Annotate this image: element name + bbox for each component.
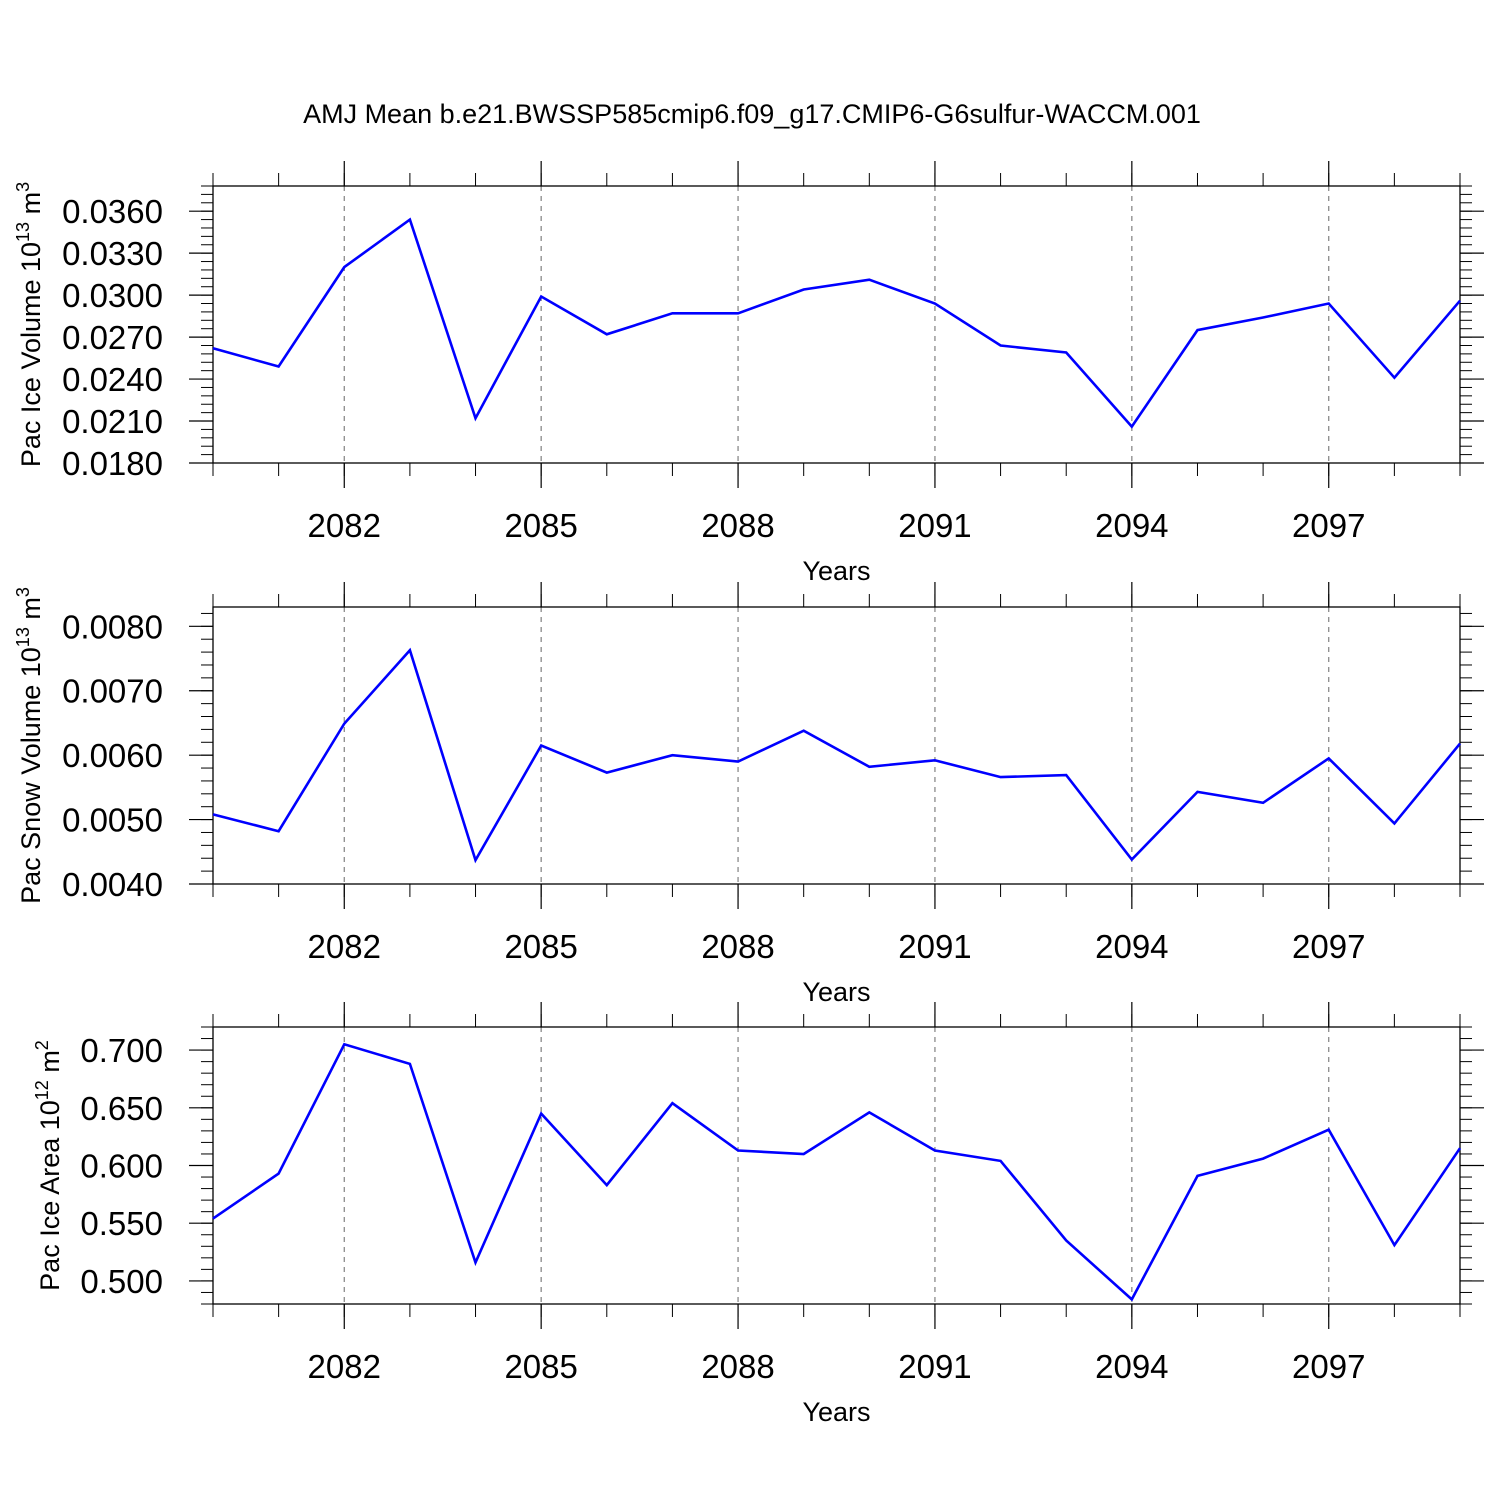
y-axis-label: Pac Ice Volume 1013 m3 [13,182,46,467]
x-tick-label: 2088 [701,928,774,965]
x-axis-label: Years [802,556,870,586]
x-tick-label: 2085 [504,928,577,965]
y-tick-label: 0.500 [80,1263,163,1300]
y-tick-label: 0.0270 [62,319,163,356]
y-tick-label: 0.0180 [62,445,163,482]
x-tick-label: 2091 [898,1348,971,1385]
y-tick-label: 0.550 [80,1205,163,1242]
y-tick-label: 0.0300 [62,277,163,314]
y-tick-label: 0.0210 [62,403,163,440]
y-tick-label: 0.0060 [62,737,163,774]
x-tick-label: 2082 [308,1348,381,1385]
x-axis-label: Years [802,1397,870,1427]
x-tick-label: 2088 [701,1348,774,1385]
x-tick-label: 2094 [1095,928,1168,965]
x-tick-label: 2094 [1095,1348,1168,1385]
y-tick-label: 0.0040 [62,866,163,903]
y-tick-label: 0.0080 [62,608,163,645]
panel-2: 2082 2085 2088 2091 2094 2097 0.0040 0.0050 0.00… [13,582,1484,1007]
chart-title: AMJ Mean b.e21.BWSSP585cmip6.f09_g17.CMI… [303,99,1201,129]
x-tick-label: 2091 [898,928,971,965]
x-tick-label: 2094 [1095,507,1168,544]
x-tick-label: 2097 [1292,928,1365,965]
y-tick-label: 0.0330 [62,235,163,272]
plot-frame [212,1026,1461,1305]
x-axis-label: Years [802,977,870,1007]
y-tick-label: 0.0240 [62,361,163,398]
panel-3: 2082 2085 2088 2091 2094 2097 0.500 0.550 0.600 0… [32,1002,1484,1427]
y-tick-label: 0.0050 [62,802,163,839]
y-tick-label: 0.600 [80,1148,163,1185]
data-series-line [212,1042,1462,1302]
x-tick-label: 2082 [308,507,381,544]
y-tick-label: 0.0070 [62,673,163,710]
y-axis-label: Pac Snow Volume 1013 m3 [13,587,46,904]
y-tick-label: 0.700 [80,1032,163,1069]
y-axis-label: Pac Ice Area 1012 m2 [32,1040,65,1291]
x-tick-label: 2082 [308,928,381,965]
data-series-line [212,217,1461,429]
panel-1: 2082 2085 2088 2091 2094 2097 0.0180 0.0210 0.02… [13,161,1484,586]
x-tick-label: 2085 [504,1348,577,1385]
x-tick-label: 2097 [1292,507,1365,544]
x-tick-label: 2085 [504,507,577,544]
y-tick-label: 0.0360 [62,193,163,230]
plot-frame [212,606,1461,885]
x-tick-label: 2097 [1292,1348,1365,1385]
x-tick-label: 2088 [701,507,774,544]
y-tick-label: 0.650 [80,1090,163,1127]
x-tick-label: 2091 [898,507,971,544]
data-series-line [212,647,1462,864]
panels: 2082 2085 2088 2091 2094 2097 0.0180 0.0210 0.02… [13,161,1484,1427]
plot-frame [212,185,1461,464]
